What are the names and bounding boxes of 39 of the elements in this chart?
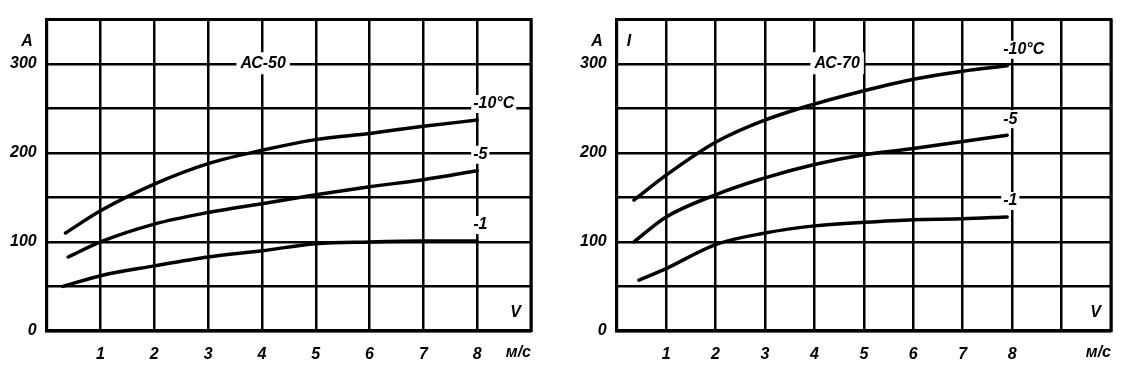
x-tick-label: 6 <box>365 344 375 362</box>
x-tick-label: 3 <box>203 344 213 362</box>
y-tick-label: 200 <box>8 143 37 161</box>
x-tick-label: 6 <box>908 344 918 362</box>
x-tick-label: 7 <box>958 344 969 362</box>
text: м/с <box>1085 343 1112 361</box>
x-tick-label: 8 <box>472 344 482 362</box>
x-tick-label: 7 <box>418 344 429 362</box>
y-tick-label: 0 <box>597 321 607 339</box>
series-label: -5 <box>473 145 489 163</box>
x-tick-label: 3 <box>760 344 770 362</box>
series-label: -10°C <box>473 94 515 112</box>
x-tick-label: 1 <box>661 344 671 362</box>
y-axis-title: А <box>590 32 603 50</box>
x-tick-label: 4 <box>808 344 819 362</box>
x-tick-label: 5 <box>859 344 870 362</box>
y-tick-label: 300 <box>579 54 607 72</box>
series-label: -1 <box>473 215 488 233</box>
x-axis-title: V <box>1090 303 1103 321</box>
text: АС-50 <box>239 53 286 71</box>
x-tick-label: 4 <box>256 344 267 362</box>
x-tick-label: 2 <box>148 344 159 362</box>
series-label: -10°C <box>1003 40 1045 58</box>
series-label: -5 <box>1003 109 1019 127</box>
text: м/с <box>505 343 532 361</box>
text: АС-70 <box>813 53 860 71</box>
y-axis-title: А <box>20 32 33 50</box>
x-tick-label: 5 <box>311 344 322 362</box>
x-tick-label: 1 <box>96 344 106 362</box>
y-tick-label: 0 <box>27 321 37 339</box>
y-tick-label: 100 <box>579 232 607 250</box>
annotation: I <box>626 32 632 50</box>
x-axis-title: V <box>510 303 523 321</box>
y-tick-label: 300 <box>9 54 37 72</box>
series-label: -1 <box>1003 191 1018 209</box>
x-tick-label: 2 <box>710 344 721 362</box>
x-tick-label: 8 <box>1007 344 1017 362</box>
y-tick-label: 200 <box>578 143 607 161</box>
y-tick-label: 100 <box>9 232 37 250</box>
